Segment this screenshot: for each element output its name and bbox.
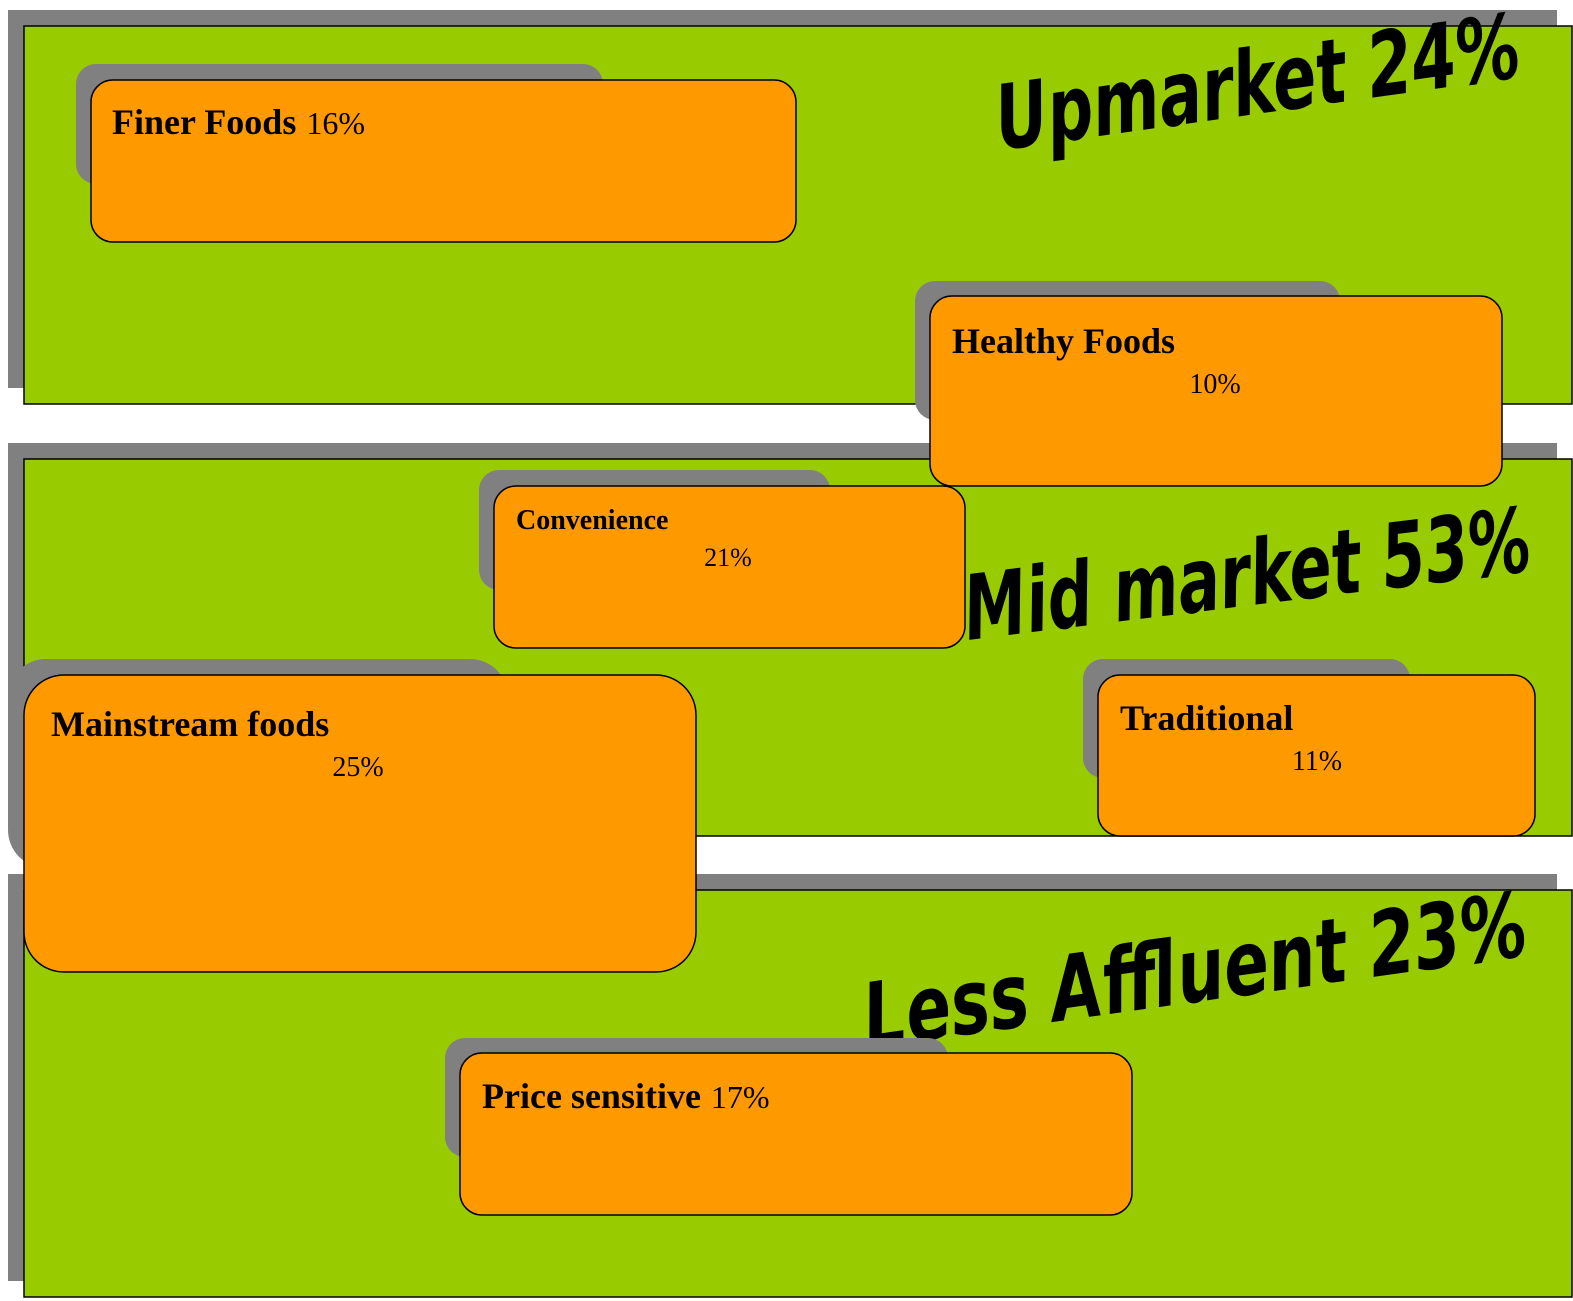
group-name: Price sensitive	[482, 1076, 701, 1116]
group-box	[493, 485, 966, 649]
group-share: 11%	[1292, 746, 1342, 777]
group-share: 16%	[306, 105, 365, 141]
group-name: Finer Foods	[112, 102, 296, 142]
group-name: Mainstream foods	[51, 704, 329, 744]
group-label: Finer Foods 16%	[112, 102, 365, 142]
group-name: Healthy Foods	[952, 321, 1175, 361]
group-name: Convenience	[516, 505, 668, 536]
group-label: Price sensitive 17%	[482, 1076, 770, 1116]
group-box	[459, 1052, 1133, 1216]
group-share: 25%	[332, 752, 383, 783]
group-box	[90, 79, 797, 243]
group-box	[23, 674, 697, 973]
group-name: Traditional	[1120, 698, 1293, 738]
group-share: 21%	[704, 543, 752, 572]
group-share: 17%	[711, 1079, 770, 1115]
group-box	[929, 295, 1503, 487]
group-share: 10%	[1189, 369, 1240, 400]
group-box	[1097, 674, 1536, 837]
